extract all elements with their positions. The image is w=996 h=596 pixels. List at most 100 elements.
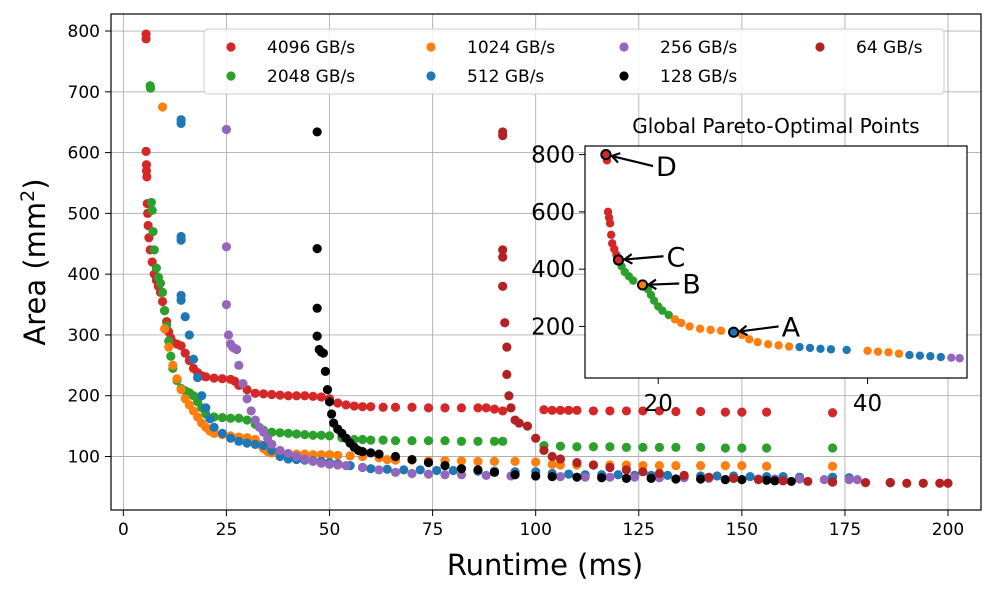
data-point <box>242 415 252 425</box>
data-point <box>283 428 293 439</box>
y-axis-label-main: Area (mm <box>18 202 52 346</box>
data-point <box>712 471 722 481</box>
data-point <box>324 450 335 460</box>
data-point <box>349 401 359 411</box>
data-point <box>918 478 928 488</box>
data-point <box>180 312 190 322</box>
data-point <box>555 471 566 482</box>
data-point <box>770 476 780 486</box>
data-point <box>333 460 343 470</box>
inset-data-point <box>795 342 804 352</box>
data-point <box>555 441 566 451</box>
inset-y-tick-label: 200 <box>531 314 575 340</box>
data-point <box>234 413 244 423</box>
inset-data-point <box>805 343 815 353</box>
data-point <box>176 295 186 305</box>
y-tick-label: 200 <box>68 387 100 407</box>
data-point <box>440 470 450 480</box>
legend-label: 1024 GB/s <box>467 38 555 58</box>
data-point <box>630 472 640 482</box>
data-point <box>510 456 520 466</box>
data-point <box>283 448 293 459</box>
inset-data-point <box>753 337 762 347</box>
annotation-label: B <box>682 269 701 300</box>
inset-y-tick-label: 600 <box>531 200 575 226</box>
data-point <box>860 478 871 488</box>
data-point <box>366 402 376 412</box>
annotation-label: C <box>666 242 685 273</box>
data-point <box>679 470 689 480</box>
inset-data-point <box>884 348 893 357</box>
data-point <box>221 242 232 252</box>
legend-label: 2048 GB/s <box>267 67 355 87</box>
data-point <box>341 400 351 410</box>
data-point <box>357 447 368 457</box>
inset-frame <box>584 145 968 379</box>
main-plot-frame <box>110 13 982 511</box>
data-point <box>737 475 747 485</box>
inset-background <box>585 146 967 378</box>
data-point <box>168 360 178 370</box>
y-axis-label-close: ) <box>18 178 52 189</box>
data-point <box>390 451 401 462</box>
data-point <box>275 428 285 438</box>
y-axis-label-superscript: 2 <box>17 190 39 202</box>
data-point <box>737 443 747 453</box>
data-point <box>407 402 417 412</box>
data-point <box>275 445 285 456</box>
inset-scatter <box>601 150 964 363</box>
data-point <box>827 443 838 453</box>
data-point <box>407 454 417 465</box>
data-point <box>473 436 483 446</box>
data-point <box>547 405 557 415</box>
data-point <box>819 475 829 485</box>
annotation-arrowhead <box>737 324 749 337</box>
inset-y-tick-label: 800 <box>531 143 575 169</box>
data-point <box>737 407 747 417</box>
y-tick-label: 100 <box>68 448 100 468</box>
data-point <box>572 405 582 415</box>
data-point <box>943 478 953 488</box>
data-point <box>547 451 557 462</box>
data-point <box>423 469 434 479</box>
legend-label: 64 GB/s <box>856 38 923 58</box>
data-point <box>498 436 508 446</box>
data-point <box>638 406 648 416</box>
data-point <box>761 475 772 485</box>
data-point <box>357 462 368 473</box>
data-point <box>160 324 170 334</box>
data-point <box>333 398 343 408</box>
data-point <box>250 415 260 425</box>
data-point <box>456 436 467 446</box>
data-point <box>506 403 516 413</box>
inset-axes: 20 40 200 400 600 800 <box>531 143 882 417</box>
data-point <box>143 220 153 231</box>
inset-data-point <box>816 344 825 353</box>
data-point <box>300 391 310 401</box>
data-point <box>514 418 524 428</box>
data-point <box>157 102 168 112</box>
x-tick-label: 50 <box>319 520 341 540</box>
data-point <box>291 429 302 439</box>
data-point <box>267 389 277 400</box>
data-point <box>374 449 384 459</box>
data-point <box>745 471 755 482</box>
data-point <box>366 435 376 445</box>
data-point <box>147 205 157 215</box>
data-point <box>510 470 520 480</box>
data-point <box>246 406 256 416</box>
data-point <box>312 127 322 137</box>
data-point <box>172 374 182 384</box>
data-point <box>341 461 351 471</box>
data-point <box>539 405 549 415</box>
data-point <box>498 130 508 141</box>
data-point <box>638 442 648 452</box>
data-point <box>378 402 388 412</box>
data-point <box>308 456 318 466</box>
data-point <box>333 450 343 460</box>
inset-data-point <box>685 322 694 331</box>
data-point <box>473 456 483 466</box>
data-point <box>456 456 467 466</box>
inset-data-point <box>729 327 738 337</box>
